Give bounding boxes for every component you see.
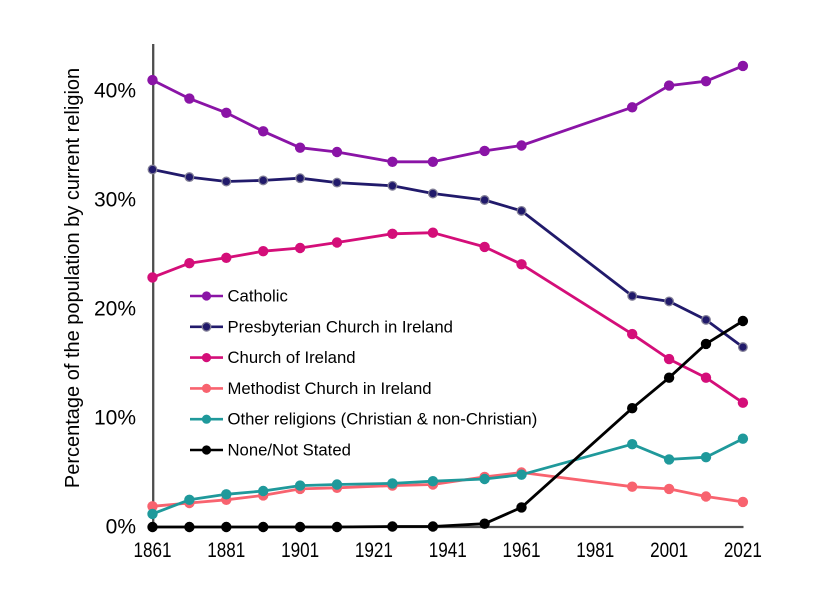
svg-text:30%: 30% <box>94 189 136 212</box>
svg-text:40%: 40% <box>94 80 136 103</box>
svg-text:20%: 20% <box>94 298 136 321</box>
svg-text:Methodist Church in Ireland: Methodist Church in Ireland <box>228 379 432 398</box>
svg-text:1901: 1901 <box>281 539 319 562</box>
svg-text:1881: 1881 <box>207 539 245 562</box>
svg-text:2001: 2001 <box>650 539 688 562</box>
svg-text:Presbyterian Church in Ireland: Presbyterian Church in Ireland <box>228 317 453 336</box>
svg-text:Catholic: Catholic <box>228 287 288 306</box>
svg-text:1921: 1921 <box>355 539 393 562</box>
svg-text:Other religions (Christian & n: Other religions (Christian & non-Christi… <box>228 410 538 429</box>
svg-text:Percentage of the population b: Percentage of the population by current … <box>62 68 84 488</box>
svg-text:10%: 10% <box>94 407 136 430</box>
svg-text:1941: 1941 <box>429 539 467 562</box>
svg-text:None/Not Stated: None/Not Stated <box>228 441 351 460</box>
svg-text:2021: 2021 <box>724 539 762 562</box>
svg-text:Church of Ireland: Church of Ireland <box>228 348 356 367</box>
svg-text:1961: 1961 <box>503 539 541 562</box>
svg-text:1981: 1981 <box>576 539 614 562</box>
svg-text:1861: 1861 <box>134 539 172 562</box>
svg-text:0%: 0% <box>106 516 136 539</box>
